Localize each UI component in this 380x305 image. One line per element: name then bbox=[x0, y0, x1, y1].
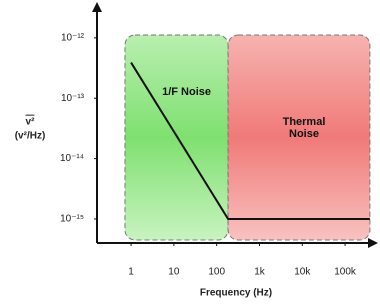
x-tick-label: 100k bbox=[334, 267, 357, 278]
x-tick-label: 10 bbox=[168, 267, 180, 278]
y-tick-label: 10⁻¹⁴ bbox=[60, 153, 84, 164]
region-label: 1/F Noise bbox=[162, 86, 211, 98]
x-tick-label: 1 bbox=[128, 267, 134, 278]
y-axis-units: (v²/Hz) bbox=[15, 131, 46, 142]
x-axis-label: Frequency (Hz) bbox=[200, 288, 272, 299]
y-tick-label: 10⁻¹³ bbox=[61, 93, 85, 104]
y-axis-arrow bbox=[92, 2, 102, 12]
region-box bbox=[227, 34, 371, 241]
noise-line bbox=[130, 62, 370, 220]
x-tick-label: 10k bbox=[294, 267, 311, 278]
y-axis-label: v² bbox=[26, 117, 36, 128]
y-tick-label: 10⁻¹⁵ bbox=[60, 214, 84, 225]
region-label: Thermal Noise bbox=[282, 116, 326, 140]
y-tick-label: 10⁻¹² bbox=[61, 32, 85, 43]
x-tick-label: 100 bbox=[208, 267, 225, 278]
x-axis-arrow bbox=[368, 238, 378, 248]
x-tick-label: 1k bbox=[254, 267, 266, 278]
